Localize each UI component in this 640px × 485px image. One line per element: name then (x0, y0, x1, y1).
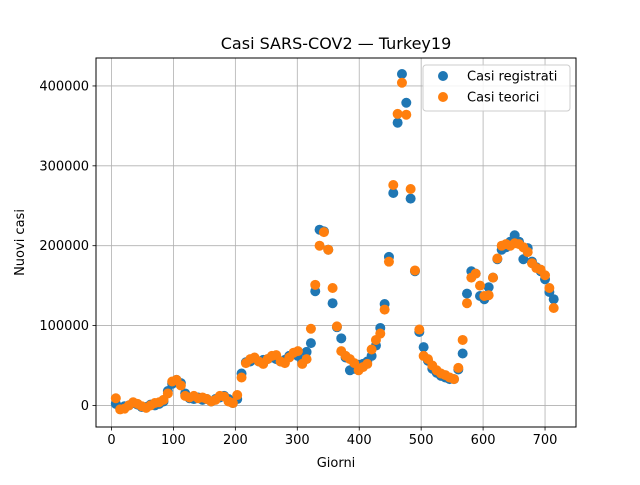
data-point (327, 283, 338, 294)
data-point (457, 334, 468, 345)
data-point (453, 362, 464, 373)
data-point (475, 280, 485, 291)
series-casi-teorici (110, 77, 559, 415)
data-point (414, 324, 425, 335)
data-point (310, 279, 321, 290)
data-point (401, 109, 412, 120)
data-point (323, 244, 334, 255)
data-point (457, 348, 468, 359)
chart-title: Casi SARS-COV2 — Turkey19 (221, 34, 452, 53)
x-tick-label: 200 (223, 433, 248, 448)
legend-label-casi-teorici: Casi teorici (467, 91, 539, 106)
x-tick-label: 600 (471, 433, 496, 448)
x-tick-label: 700 (533, 433, 558, 448)
data-point (392, 117, 403, 128)
data-point (362, 358, 373, 369)
data-point (470, 268, 481, 279)
x-tick-label: 0 (107, 433, 115, 448)
y-tick-label: 100000 (39, 319, 89, 334)
y-tick-label: 0 (81, 399, 89, 414)
x-axis-label: Giorni (317, 456, 356, 471)
data-point (301, 346, 312, 357)
data-point (388, 187, 399, 198)
legend-marker-casi-teorici (438, 92, 448, 102)
data-point (375, 328, 386, 339)
legend-label-casi-registrati: Casi registrati (467, 70, 557, 85)
data-point (318, 227, 329, 238)
data-point (448, 374, 459, 385)
x-tick-label: 100 (161, 433, 186, 448)
legend-marker-casi-registrati (438, 71, 448, 81)
data-point (366, 344, 377, 355)
y-tick-label: 400000 (39, 79, 89, 94)
y-tick-label: 300000 (39, 159, 89, 174)
data-point (292, 346, 303, 357)
x-tick-label: 500 (409, 433, 434, 448)
data-point (548, 294, 559, 305)
data-point (418, 342, 429, 353)
data-point (396, 77, 407, 88)
data-points (110, 68, 559, 415)
data-point (110, 393, 121, 404)
data-point (379, 304, 390, 315)
data-point (544, 283, 555, 294)
data-point (492, 253, 503, 264)
data-point (488, 272, 499, 283)
data-point (175, 380, 186, 391)
data-point (409, 265, 420, 276)
data-point (401, 97, 412, 108)
data-point (236, 372, 247, 383)
legend: Casi registrati Casi teorici (422, 64, 571, 112)
data-point (518, 254, 529, 265)
data-point (405, 193, 416, 204)
y-tick-label: 200000 (39, 239, 89, 254)
data-point (383, 256, 394, 267)
data-point (461, 288, 472, 299)
y-axis-label: Nuovi casi (13, 209, 28, 276)
axis-ticks: 0 100 200 300 400 500 600 700 0 100000 200000 30000… (39, 79, 557, 448)
data-point (327, 298, 338, 309)
data-point (396, 68, 407, 79)
legend-box (422, 64, 571, 112)
data-point (314, 240, 325, 251)
data-point (388, 179, 399, 190)
data-point (522, 247, 533, 258)
data-point (483, 290, 494, 301)
data-point (483, 282, 494, 293)
data-point (301, 354, 312, 365)
data-point (232, 390, 243, 401)
axes-frame (95, 57, 577, 428)
x-tick-label: 400 (347, 433, 372, 448)
data-point (548, 302, 559, 313)
data-point (305, 338, 316, 349)
data-point (336, 333, 347, 344)
data-point (405, 183, 416, 194)
x-tick-label: 300 (285, 433, 310, 448)
data-point (305, 323, 316, 334)
data-point (162, 388, 173, 399)
data-point (540, 270, 551, 281)
data-point (392, 108, 403, 119)
data-point (461, 298, 472, 309)
data-point (227, 398, 238, 409)
data-point (331, 321, 342, 332)
data-point (349, 358, 360, 369)
